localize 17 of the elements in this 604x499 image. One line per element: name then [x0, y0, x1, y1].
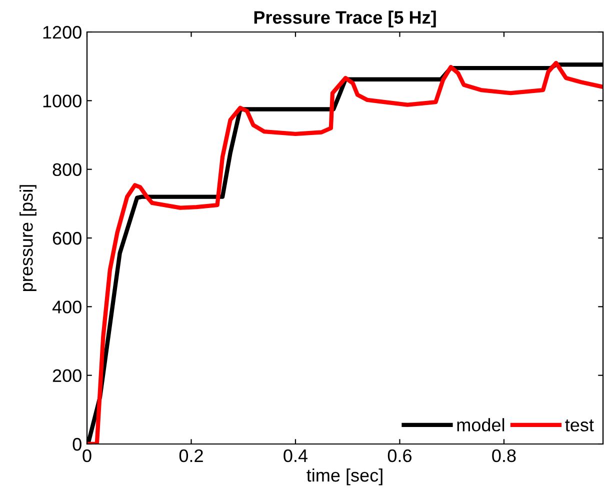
- legend-label: model: [457, 418, 504, 432]
- legend-label: test: [565, 420, 594, 432]
- y-tick-label: 200: [52, 369, 82, 382]
- x-tick-label: 0.8: [492, 449, 516, 462]
- x-tick-label: 0.4: [284, 449, 308, 462]
- y-tick-label: 400: [52, 300, 82, 314]
- x-tick-label: 0.2: [179, 449, 203, 462]
- x-tick-label: 0.6: [388, 449, 412, 462]
- y-axis-title: pressure [psi]: [20, 185, 36, 292]
- x-tick-label: 0: [82, 449, 92, 462]
- y-tick-label: 800: [52, 163, 82, 176]
- y-tick-label: 1000: [43, 94, 82, 108]
- x-axis-title: time [sec]: [306, 468, 382, 486]
- y-tick-label: 600: [52, 232, 82, 245]
- chart-title: Pressure Trace [5 Hz]: [254, 10, 436, 28]
- y-tick-label: 1200: [43, 26, 82, 39]
- y-tick-label: 0: [72, 438, 82, 451]
